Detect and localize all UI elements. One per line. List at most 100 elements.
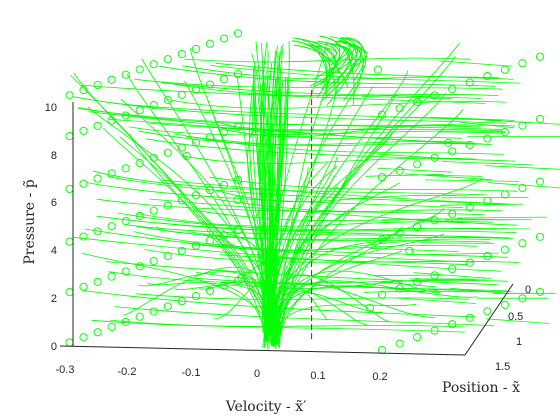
initial-point-marker [177,143,186,152]
trajectory-line [96,198,485,216]
trajectory-line [312,37,356,80]
trajectory-line [440,197,529,199]
initial-point-marker [233,195,242,204]
trajectory-line [188,231,513,240]
trajectory-line [458,121,515,129]
initial-point-marker [177,49,186,59]
pressure-tick-label: 2 [51,293,57,305]
velocity-axis-line [59,345,466,356]
trajectory-line [317,40,341,77]
initial-point-marker [413,277,422,286]
initial-point-marker [465,140,474,149]
trajectory-line [276,272,302,339]
initial-point-marker [518,294,527,303]
trajectory-line [314,44,349,88]
trajectory-line [416,220,494,223]
trajectory-line [278,108,464,349]
initial-point-marker [191,241,200,250]
trajectory-line [209,176,518,192]
position-axis-line [464,283,514,356]
initial-point-marker [191,44,200,53]
initial-point-marker [483,134,492,143]
initial-point-marker [430,216,439,225]
pressure-tick-label: 6 [51,197,57,209]
position-tick-label: 0.5 [508,311,523,323]
trajectory-line [456,216,548,219]
trajectory-line [425,179,520,182]
trajectory-line [187,243,478,251]
initial-point-marker [135,312,144,321]
initial-point-marker [233,226,243,235]
trajectory-line [396,297,476,304]
trajectory-line [173,83,499,97]
trajectory-line [292,37,336,96]
initial-point-marker [205,236,214,245]
trajectory-line [346,45,368,70]
initial-point-marker [535,177,545,186]
trajectory-line [418,242,495,244]
initial-point-marker [535,52,545,61]
initial-point-marker [535,115,545,124]
initial-point-marker [448,84,457,94]
trajectory-line [278,43,460,344]
initial-point-marker [448,264,457,274]
initial-point-marker [121,317,130,326]
initial-point-marker [366,303,375,313]
initial-point-marker [149,60,158,69]
trajectory-line [438,60,512,67]
initial-point-marker [233,122,243,132]
trajectory-line [270,85,281,342]
trajectory-line [114,306,494,326]
initial-point-marker [121,111,130,120]
trajectory-line [293,44,349,88]
trajectory-line [308,40,337,63]
trajectory-line [173,133,504,155]
initial-point-marker [107,322,116,332]
trajectory-line [266,177,484,341]
initial-point-marker [182,152,191,161]
trajectory-line [413,272,492,279]
initial-point-marker [500,65,509,74]
initial-point-marker [107,222,116,231]
initial-point-marker [395,104,404,113]
initial-point-marker [219,180,228,189]
initial-point-marker [500,245,509,254]
trajectory-line [271,186,338,339]
trajectory-line [81,252,272,343]
velocity-axis-label: Velocity - x̃′ [225,399,307,415]
initial-point-marker [483,307,492,316]
initial-point-marker [448,320,457,329]
trajectory-line [215,190,468,203]
trajectory-line [277,250,403,348]
trajectory-line [149,198,518,226]
initial-point-marker [465,203,474,212]
initial-point-marker [395,166,404,175]
trajectory-line [185,135,493,146]
initial-point-marker [121,70,130,79]
initial-point-marker [377,110,387,119]
trajectory-line [107,176,514,205]
initial-point-marker [373,65,382,74]
initial-point-marker [413,97,422,106]
initial-point-marker [65,132,74,141]
initial-point-marker [377,290,387,299]
trajectory-line [78,108,502,130]
initial-point-marker [177,246,186,255]
trajectory-line [96,215,500,239]
initial-point-marker [163,55,172,64]
initial-point-marker [219,281,228,290]
velocity-tick-label: -0.1 [182,367,201,379]
trajectory-line [442,161,534,166]
initial-point-marker [191,85,200,94]
initial-point-marker [65,288,74,297]
trajectory-line [70,75,264,332]
initial-point-marker [377,173,387,182]
pressure-tick-label: 4 [51,245,57,257]
trajectory-line [415,174,483,177]
initial-point-marker [135,211,144,220]
velocity-tick-label: -0.2 [118,366,137,378]
initial-point-marker [121,217,130,226]
trajectory-line [485,119,560,125]
initial-point-marker [205,39,214,48]
trajectory-line [210,65,520,84]
